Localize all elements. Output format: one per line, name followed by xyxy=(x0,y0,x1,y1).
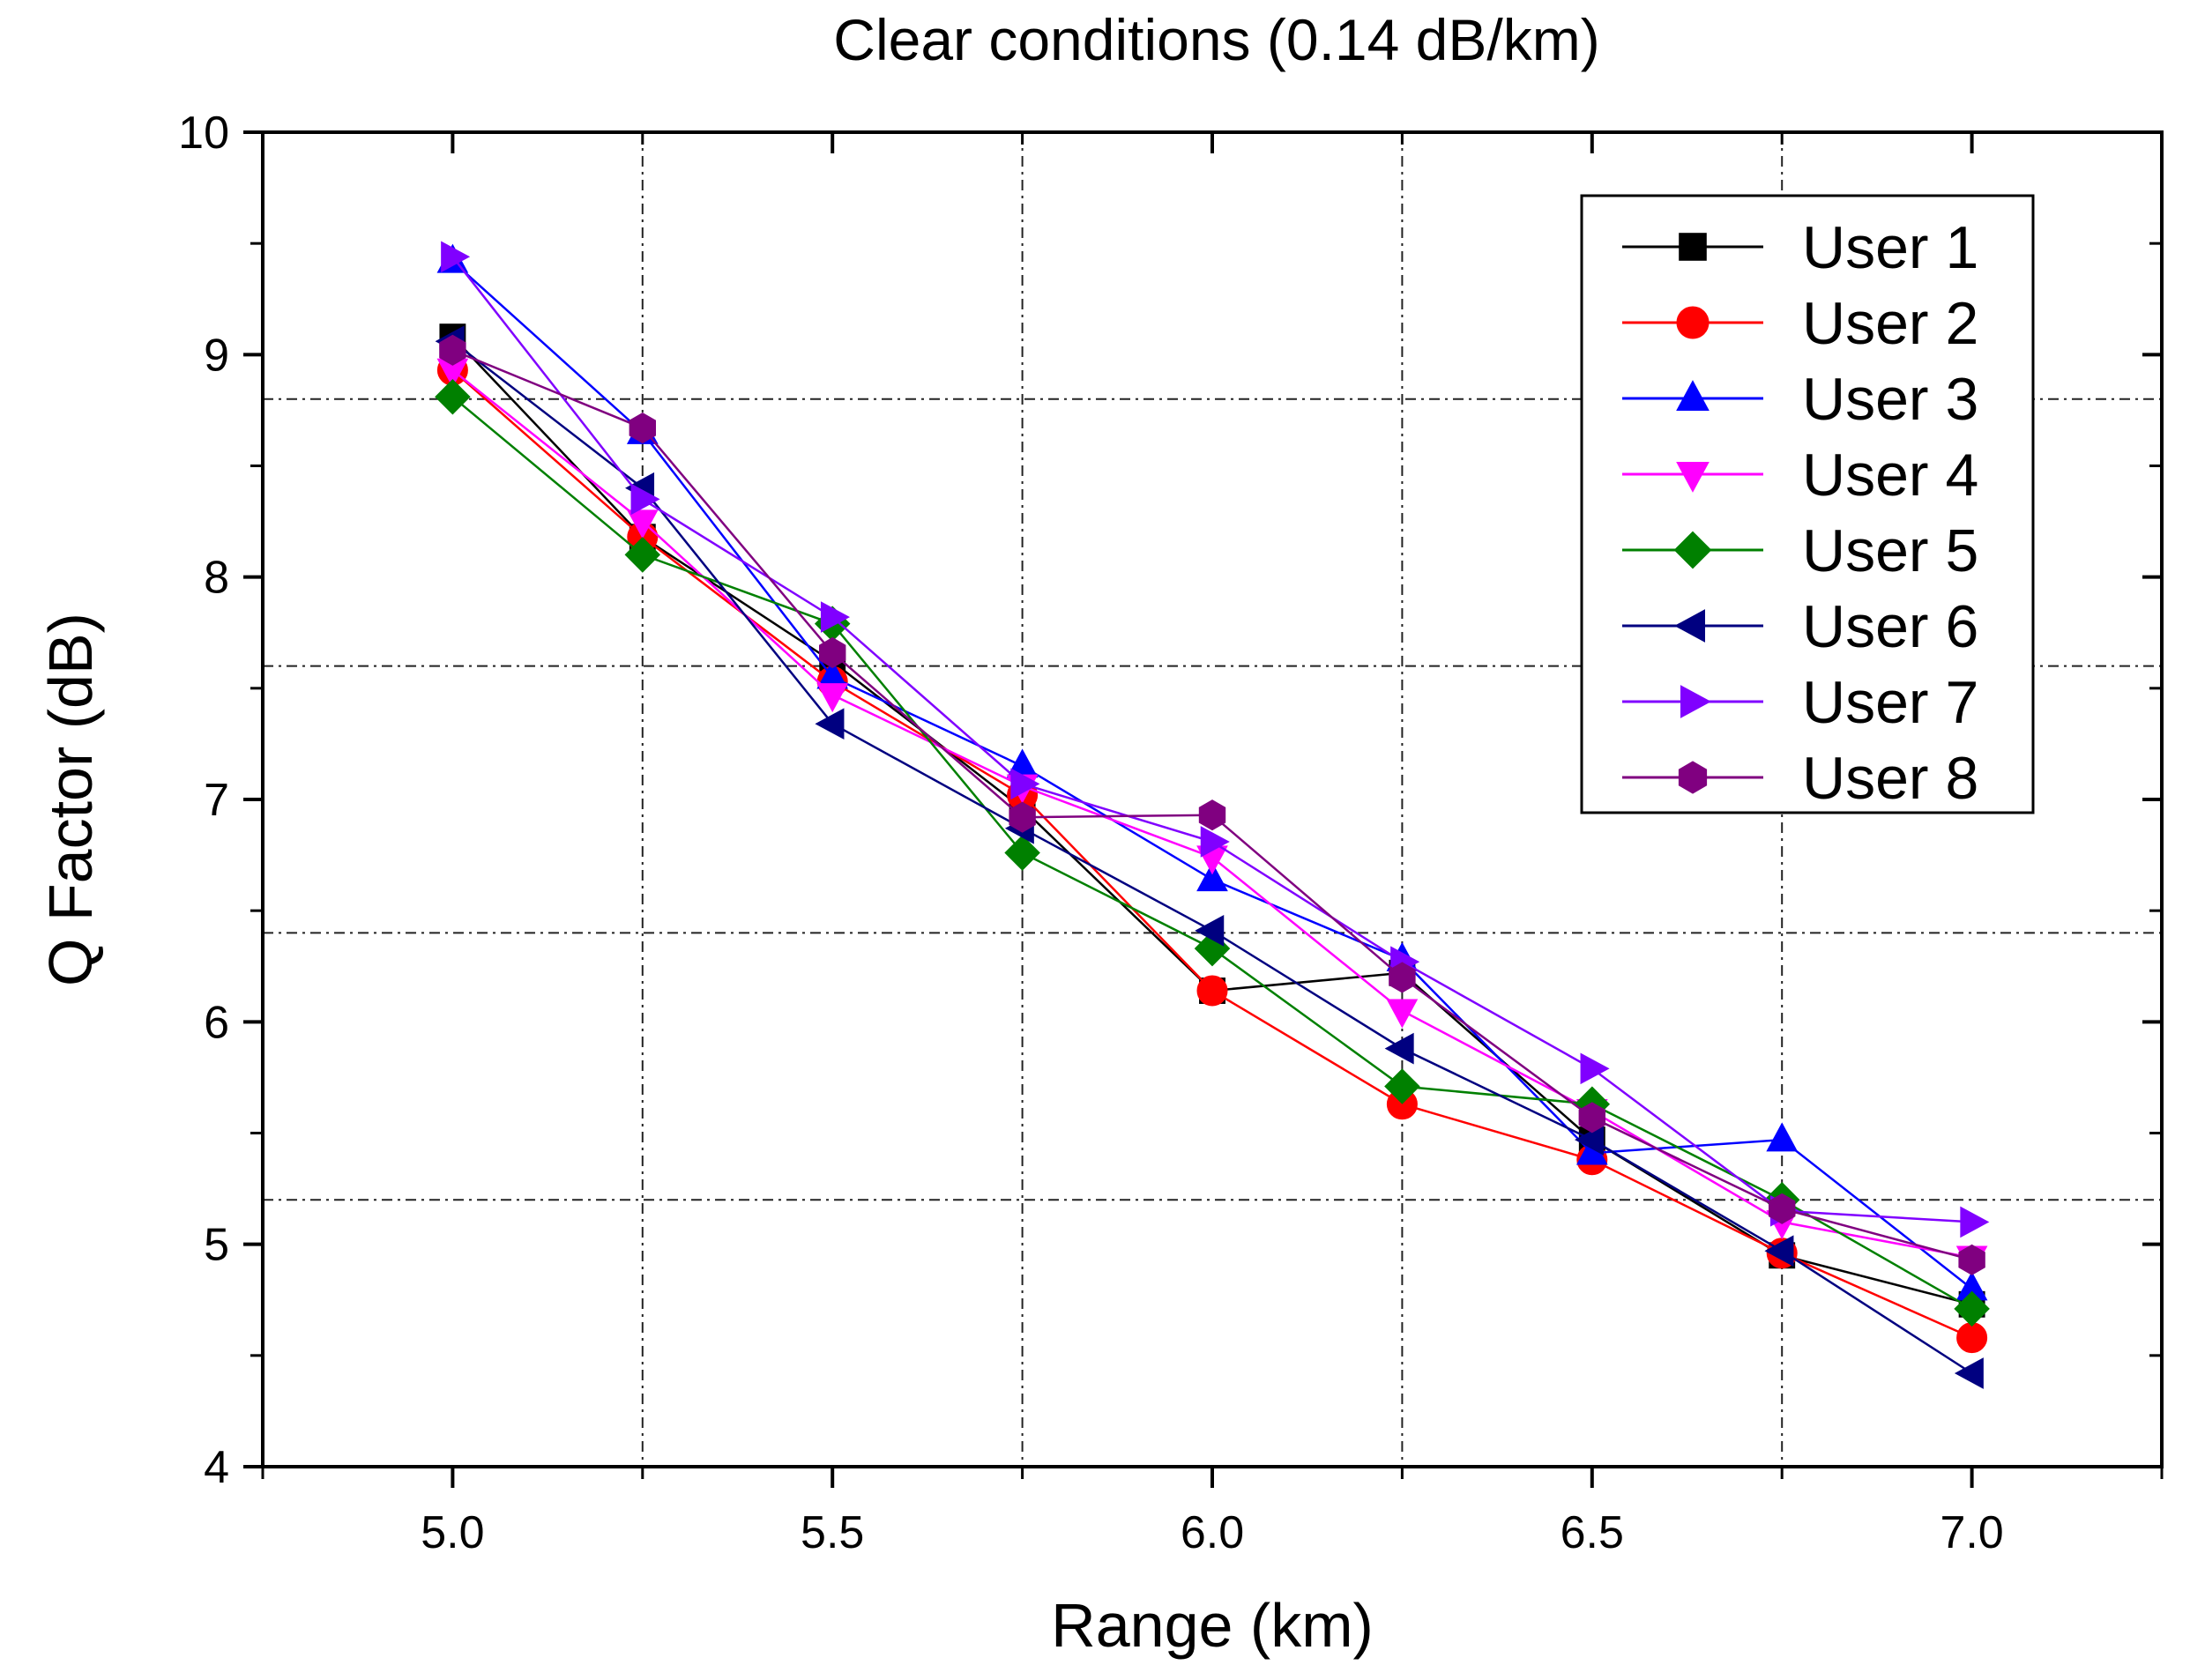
data-point xyxy=(1575,1124,1605,1156)
data-point xyxy=(626,509,659,539)
x-tick-label: 5.5 xyxy=(801,1507,864,1558)
legend-marker xyxy=(1678,761,1708,794)
legend-marker xyxy=(1674,609,1705,643)
y-tick-label: 10 xyxy=(178,108,229,159)
data-point xyxy=(1954,1290,1990,1327)
data-point xyxy=(1956,1322,1988,1354)
legend-item: User 8 xyxy=(1622,745,1978,812)
x-axis-ticks: 5.0 5.5 6.0 6.5 7.0 xyxy=(261,132,2164,1558)
data-point xyxy=(630,483,660,516)
x-tick-label: 7.0 xyxy=(1940,1507,2003,1558)
data-point xyxy=(1769,1193,1796,1224)
legend-box xyxy=(1580,194,2035,814)
legend-item: User 2 xyxy=(1622,290,1978,357)
data-point xyxy=(435,379,471,415)
data-point xyxy=(1200,826,1230,858)
legend-label: User 3 xyxy=(1802,366,1978,433)
data-point xyxy=(1764,1235,1794,1267)
data-point xyxy=(1009,801,1036,833)
data-point xyxy=(1766,1122,1799,1152)
legend-marker xyxy=(1680,685,1711,718)
x-axis-label: Range (km) xyxy=(1051,1591,1374,1660)
legend-marker xyxy=(1676,306,1710,339)
chart-title: Clear conditions (0.14 dB/km) xyxy=(833,7,1599,72)
series-user-8 xyxy=(439,334,1985,1275)
y-tick-label: 5 xyxy=(204,1220,229,1271)
data-point xyxy=(1386,999,1419,1029)
y-axis-label: Q Factor (dB) xyxy=(36,613,105,986)
legend-item: User 7 xyxy=(1622,669,1978,736)
legend-item: User 1 xyxy=(1622,214,1978,281)
data-point xyxy=(1196,862,1228,892)
data-point xyxy=(1960,1206,1990,1238)
legend-label: User 6 xyxy=(1802,593,1978,660)
legend-label: User 4 xyxy=(1802,442,1978,509)
data-point xyxy=(1958,1244,1985,1275)
legend-label: User 2 xyxy=(1802,290,1978,357)
y-tick-label: 6 xyxy=(204,997,229,1048)
data-point xyxy=(1578,1102,1605,1134)
data-point xyxy=(1004,835,1040,871)
y-tick-label: 4 xyxy=(204,1442,229,1493)
legend-item: User 5 xyxy=(1622,517,1978,584)
legend: User 1 User 2 User 3 User 4 User 5 User 6 User… xyxy=(1580,194,2035,814)
series-group xyxy=(435,241,1990,1389)
y-tick-label: 8 xyxy=(204,553,229,604)
x-tick-label: 6.5 xyxy=(1561,1507,1624,1558)
data-point xyxy=(629,413,656,444)
data-point xyxy=(1196,975,1228,1007)
data-point xyxy=(1580,1052,1610,1085)
data-point xyxy=(441,241,471,273)
data-point xyxy=(624,537,661,573)
x-tick-label: 5.0 xyxy=(421,1507,484,1558)
plot-area-frame xyxy=(261,130,2164,1468)
legend-label: User 5 xyxy=(1802,517,1978,584)
y-tick-label: 7 xyxy=(204,775,229,826)
data-point xyxy=(1195,915,1225,947)
legend-item: User 6 xyxy=(1622,593,1978,660)
data-point xyxy=(1389,962,1416,993)
legend-label: User 7 xyxy=(1802,669,1978,736)
legend-label: User 8 xyxy=(1802,745,1978,812)
x-tick-label: 6.0 xyxy=(1181,1507,1244,1558)
legend-marker xyxy=(1676,462,1710,493)
y-tick-label: 9 xyxy=(204,330,229,381)
data-point xyxy=(1010,768,1040,800)
legend-label: User 1 xyxy=(1802,214,1978,281)
data-point xyxy=(819,636,846,669)
data-point xyxy=(1198,799,1226,831)
data-point xyxy=(1384,1032,1414,1065)
data-point xyxy=(1384,1068,1420,1104)
legend-marker xyxy=(1673,531,1712,569)
data-point xyxy=(816,683,849,713)
data-point xyxy=(820,601,850,633)
data-point xyxy=(1954,1357,1984,1389)
legend-marker xyxy=(1676,380,1710,411)
legend-item: User 4 xyxy=(1622,442,1978,509)
y-axis-ticks: 4 5 6 7 8 9 10 xyxy=(178,108,2162,1493)
legend-item: User 3 xyxy=(1622,366,1978,433)
legend-marker xyxy=(1679,233,1707,261)
data-point xyxy=(815,708,845,740)
data-point xyxy=(439,334,466,366)
